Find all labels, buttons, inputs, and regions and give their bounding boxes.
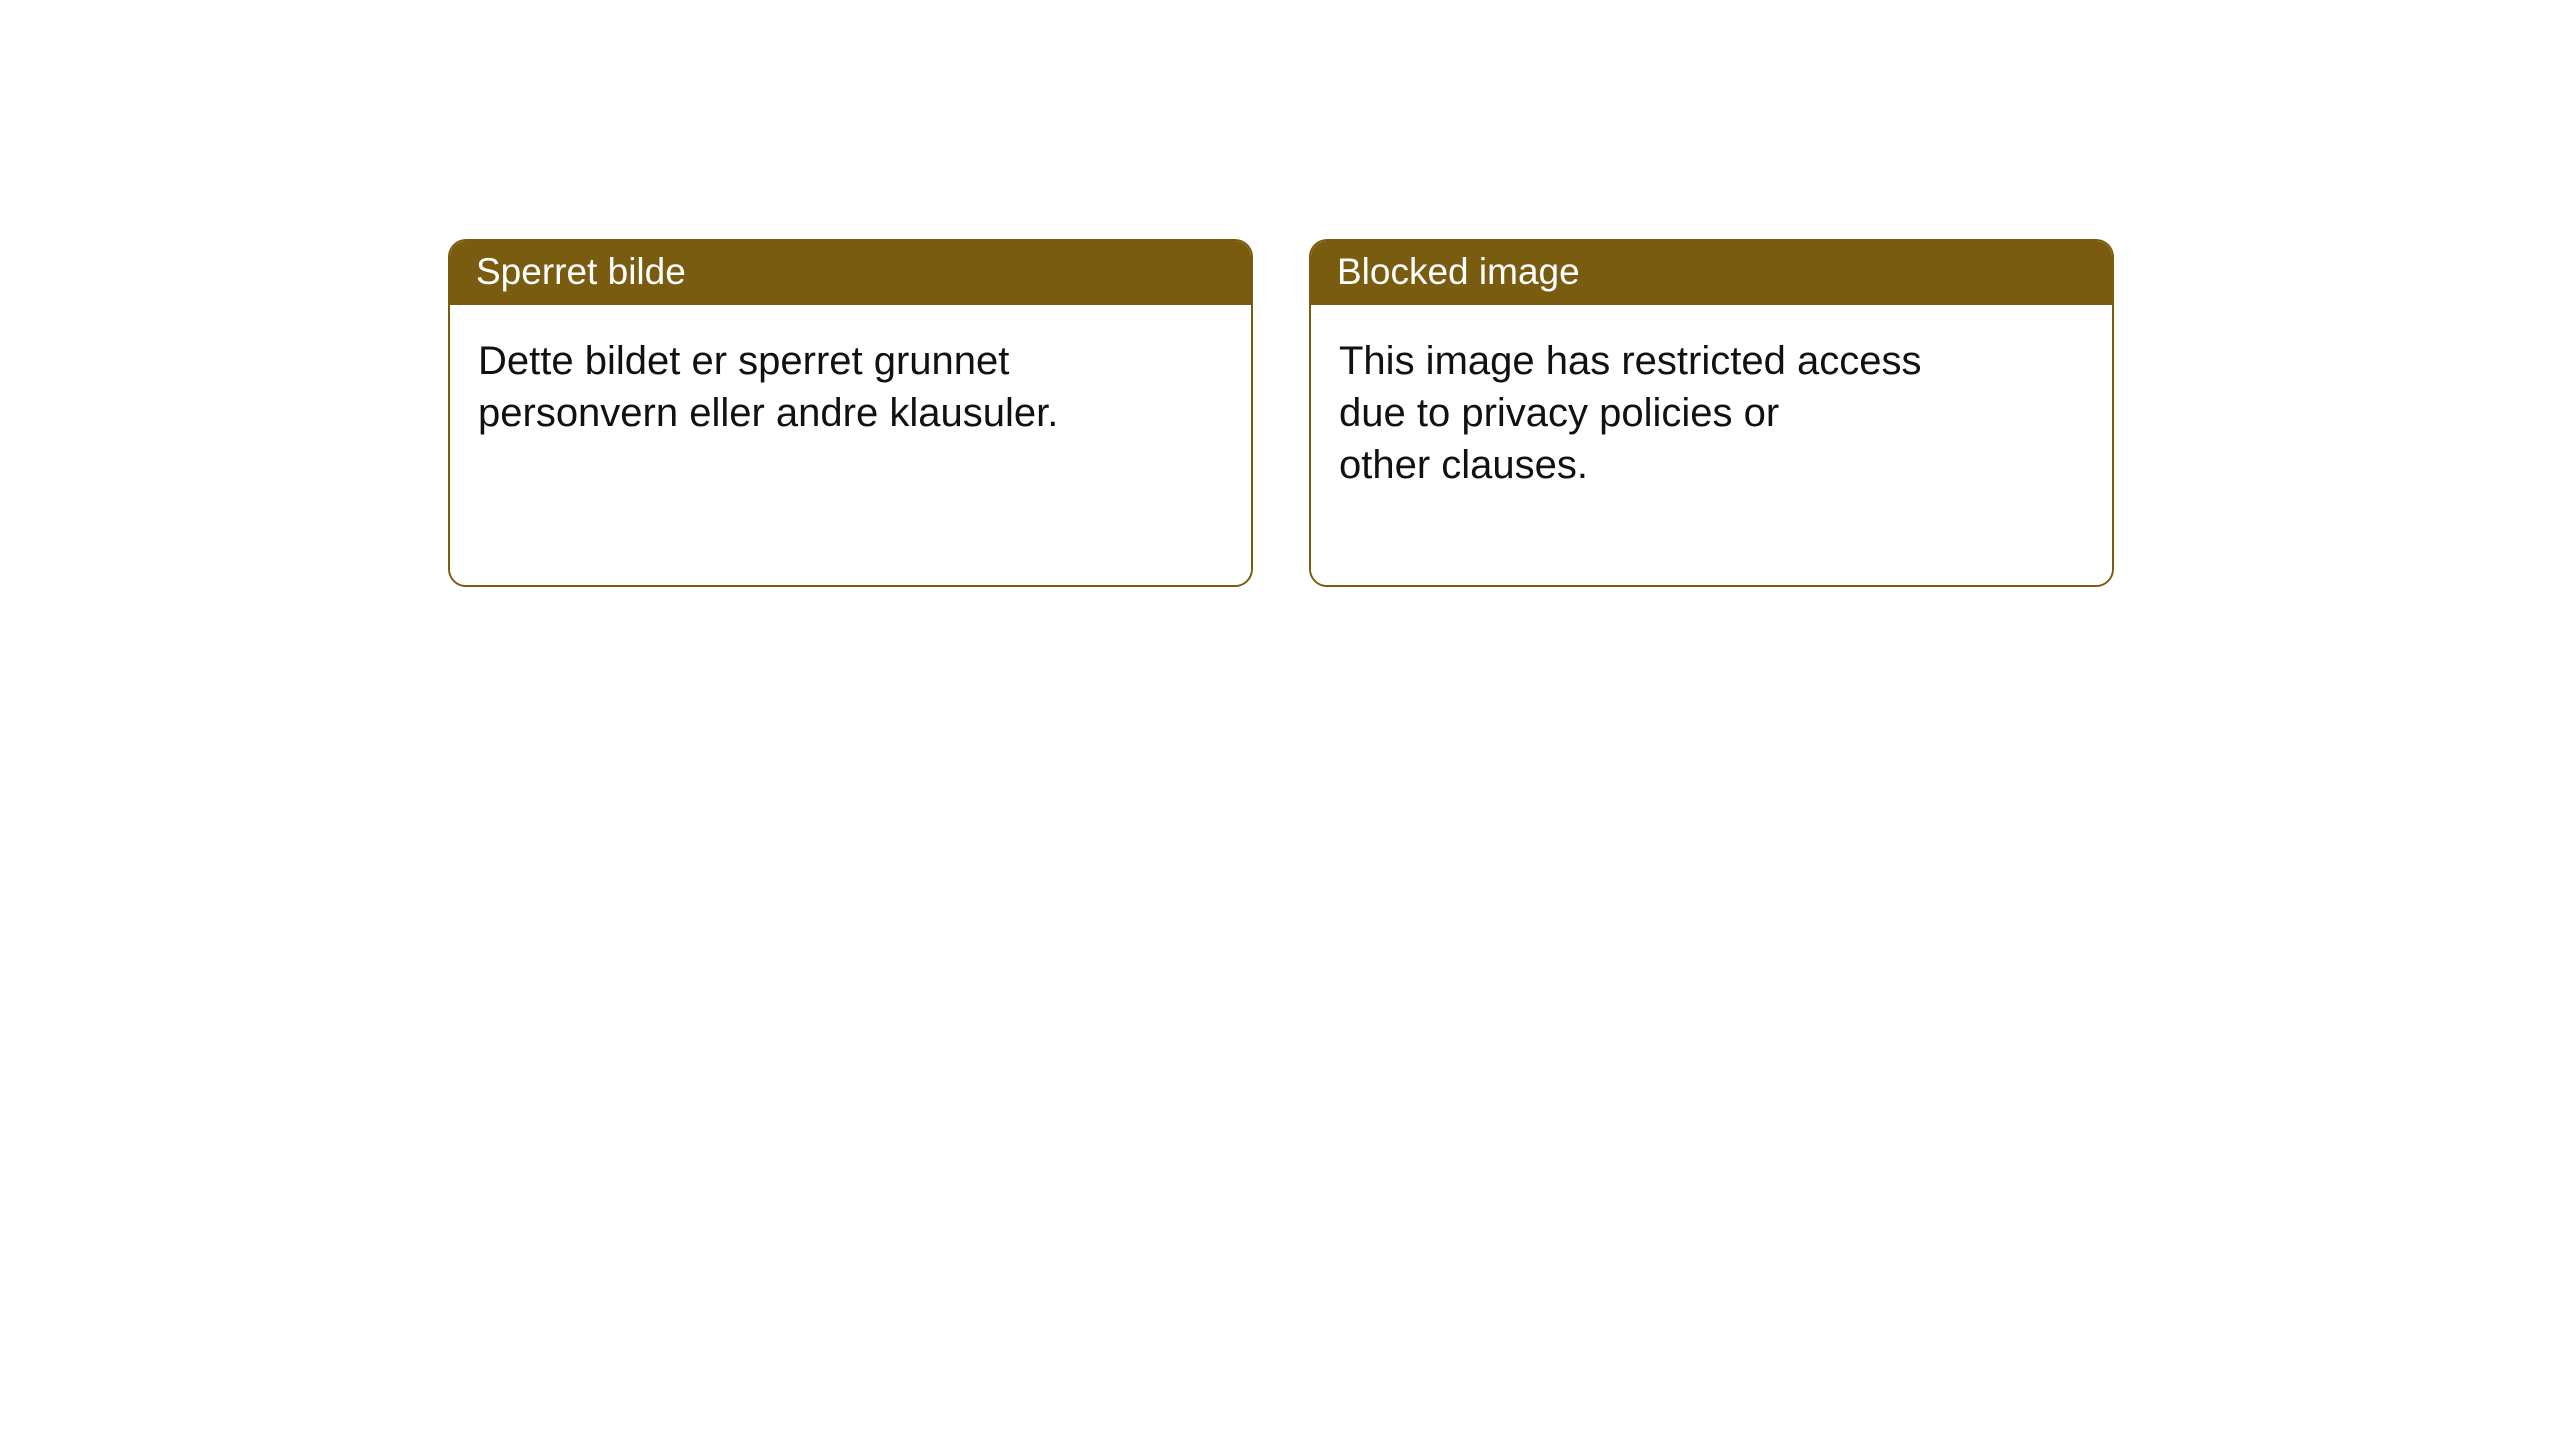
card-body-no: Dette bildet er sperret grunnet personve…: [450, 305, 1251, 585]
card-header-en: Blocked image: [1311, 241, 2112, 305]
blocked-image-card-en: Blocked image This image has restricted …: [1309, 239, 2114, 587]
blocked-image-card-no: Sperret bilde Dette bildet er sperret gr…: [448, 239, 1253, 587]
card-header-no: Sperret bilde: [450, 241, 1251, 305]
card-body-en: This image has restricted access due to …: [1311, 305, 2112, 585]
notice-container: Sperret bilde Dette bildet er sperret gr…: [0, 0, 2560, 587]
